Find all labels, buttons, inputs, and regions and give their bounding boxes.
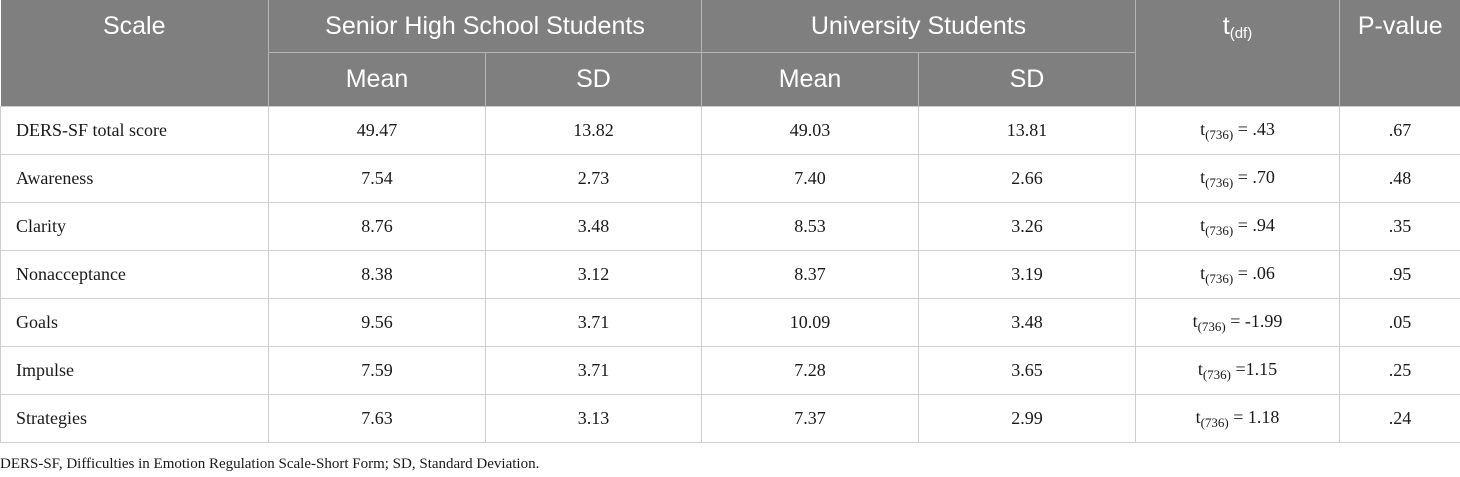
cell-t-statistic: t(736) =1.15 xyxy=(1135,346,1340,395)
cell-p-value: .67 xyxy=(1339,106,1460,155)
header-hs-mean: Mean xyxy=(268,52,486,107)
cell-t-statistic: t(736) = 1.18 xyxy=(1135,394,1340,443)
cell-hs-mean: 7.63 xyxy=(268,394,486,443)
cell-uni-mean: 7.37 xyxy=(701,394,919,443)
cell-uni-mean: 7.40 xyxy=(701,154,919,203)
cell-uni-sd: 3.19 xyxy=(918,250,1136,299)
header-uni-sd: SD xyxy=(918,52,1136,107)
t-subscript: (736) xyxy=(1205,270,1234,286)
cell-uni-sd: 2.66 xyxy=(918,154,1136,203)
header-scale: Scale xyxy=(0,0,269,107)
t-label: t xyxy=(1192,310,1198,331)
cell-uni-mean: 7.28 xyxy=(701,346,919,395)
header-row-1: Scale Senior High School Students Univer… xyxy=(0,0,1460,107)
table-header: Scale Senior High School Students Univer… xyxy=(0,0,1460,107)
header-t-df: t(df) xyxy=(1135,0,1340,107)
cell-hs-sd: 2.73 xyxy=(485,154,702,203)
header-t-subscript: (df) xyxy=(1229,25,1253,42)
cell-hs-sd: 3.71 xyxy=(485,346,702,395)
cell-t-statistic: t(736) = .06 xyxy=(1135,250,1340,299)
cell-hs-sd: 3.12 xyxy=(485,250,702,299)
cell-t-statistic: t(736) = .43 xyxy=(1135,106,1340,155)
cell-t-statistic: t(736) = .94 xyxy=(1135,202,1340,251)
cell-scale: Clarity xyxy=(0,202,269,251)
t-value: =1.15 xyxy=(1231,358,1278,379)
header-p-value: P-value xyxy=(1339,0,1460,107)
cell-p-value: .24 xyxy=(1339,394,1460,443)
table-row: Clarity 8.76 3.48 8.53 3.26 t(736) = .94.35 xyxy=(0,202,1460,251)
cell-scale: DERS-SF total score xyxy=(0,106,269,155)
cell-p-value: .25 xyxy=(1339,346,1460,395)
t-label: t xyxy=(1200,166,1206,187)
t-subscript: (736) xyxy=(1202,366,1232,382)
cell-scale: Goals xyxy=(0,298,269,347)
cell-scale: Awareness xyxy=(0,154,269,203)
t-label: t xyxy=(1200,262,1206,283)
t-label: t xyxy=(1200,214,1206,235)
t-value: = .06 xyxy=(1233,262,1275,283)
table-body: DERS-SF total score 49.47 13.82 49.03 13.81 t… xyxy=(0,106,1460,443)
table-row: Nonacceptance 8.38 3.12 8.37 3.19 t(736) = .0… xyxy=(0,250,1460,299)
cell-scale: Strategies xyxy=(0,394,269,443)
cell-uni-mean: 10.09 xyxy=(701,298,919,347)
header-senior-high-school: Senior High School Students xyxy=(268,0,702,53)
cell-uni-sd: 13.81 xyxy=(918,106,1136,155)
cell-p-value: .35 xyxy=(1339,202,1460,251)
cell-t-statistic: t(736) = -1.99 xyxy=(1135,298,1340,347)
cell-p-value: .95 xyxy=(1339,250,1460,299)
header-hs-sd: SD xyxy=(485,52,702,107)
cell-t-statistic: t(736) = .70 xyxy=(1135,154,1340,203)
header-uni-mean: Mean xyxy=(701,52,919,107)
cell-hs-mean: 7.59 xyxy=(268,346,486,395)
cell-hs-mean: 49.47 xyxy=(268,106,486,155)
t-label: t xyxy=(1197,358,1203,379)
cell-uni-sd: 3.26 xyxy=(918,202,1136,251)
cell-p-value: .48 xyxy=(1339,154,1460,203)
cell-uni-mean: 8.37 xyxy=(701,250,919,299)
t-value: = .43 xyxy=(1233,118,1275,139)
table-row: DERS-SF total score 49.47 13.82 49.03 13.81 t… xyxy=(0,106,1460,155)
table-row: Goals 9.56 3.71 10.09 3.48 t(736) = -1.99.05 xyxy=(0,298,1460,347)
table-row: Strategies 7.63 3.13 7.37 2.99 t(736) = 1.18.… xyxy=(0,394,1460,443)
cell-hs-mean: 8.76 xyxy=(268,202,486,251)
t-value: = .94 xyxy=(1233,214,1275,235)
cell-uni-sd: 3.48 xyxy=(918,298,1136,347)
cell-hs-sd: 3.48 xyxy=(485,202,702,251)
t-subscript: (736) xyxy=(1200,414,1229,430)
cell-hs-mean: 9.56 xyxy=(268,298,486,347)
table-row: Impulse 7.59 3.71 7.28 3.65 t(736) =1.15.25 xyxy=(0,346,1460,395)
cell-scale: Nonacceptance xyxy=(0,250,269,299)
header-t-label: t xyxy=(1222,12,1230,40)
t-label: t xyxy=(1200,118,1206,139)
cell-uni-mean: 49.03 xyxy=(701,106,919,155)
cell-scale: Impulse xyxy=(0,346,269,395)
t-value: = -1.99 xyxy=(1225,310,1283,331)
t-value: = 1.18 xyxy=(1228,406,1280,427)
cell-hs-sd: 13.82 xyxy=(485,106,702,155)
cell-hs-sd: 3.71 xyxy=(485,298,702,347)
cell-uni-sd: 2.99 xyxy=(918,394,1136,443)
header-university-students: University Students xyxy=(701,0,1136,53)
cell-p-value: .05 xyxy=(1339,298,1460,347)
cell-uni-sd: 3.65 xyxy=(918,346,1136,395)
t-subscript: (736) xyxy=(1205,174,1234,190)
cell-uni-mean: 8.53 xyxy=(701,202,919,251)
cell-hs-mean: 7.54 xyxy=(268,154,486,203)
table-row: Awareness 7.54 2.73 7.40 2.66 t(736) = .70.48 xyxy=(0,154,1460,203)
table-footnote: DERS-SF, Difficulties in Emotion Regulat… xyxy=(0,456,540,472)
t-value: = .70 xyxy=(1233,166,1275,187)
t-label: t xyxy=(1195,406,1201,427)
cell-hs-sd: 3.13 xyxy=(485,394,702,443)
t-subscript: (736) xyxy=(1197,318,1226,334)
header-row-2: Mean SD Mean SD xyxy=(1,52,1460,107)
cell-hs-mean: 8.38 xyxy=(268,250,486,299)
t-subscript: (736) xyxy=(1205,222,1234,238)
t-subscript: (736) xyxy=(1205,126,1234,142)
results-table: Scale Senior High School Students Univer… xyxy=(0,0,1460,443)
